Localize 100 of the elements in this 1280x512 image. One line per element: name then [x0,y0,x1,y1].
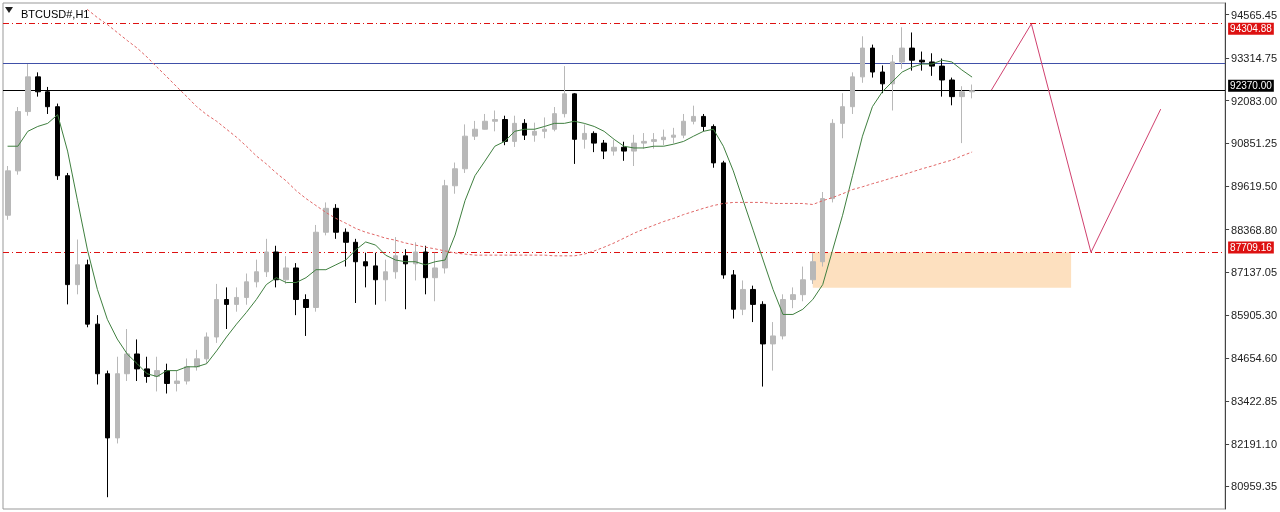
candlestick [760,300,766,388]
candlestick [273,245,279,288]
candlestick [373,252,378,306]
y-tick-label: 85905.30 [1231,308,1278,321]
candlestick [134,338,140,382]
y-tick-label: 90851.25 [1231,137,1278,150]
candlestick [621,141,627,162]
candlestick [790,286,796,309]
y-tick-label: 87137.05 [1231,266,1278,279]
candlestick [651,132,657,150]
candlestick [562,65,567,118]
candlestick [959,85,965,144]
candlestick [770,321,776,372]
candlestick [462,123,468,174]
candlestick [333,203,339,240]
candlestick [830,118,835,203]
candlestick [343,227,349,268]
candlestick [323,201,329,236]
candlestick [293,262,299,316]
candlestick [55,103,60,181]
candlestick [870,44,875,79]
line-series [991,23,1162,253]
candlestick [214,283,219,344]
candlestick [283,255,289,285]
candlestick [671,127,676,144]
candlestick [909,31,915,72]
chart-title: BTCUSD#,H1 [21,7,90,20]
candlestick [740,279,746,316]
candlestick [363,252,368,288]
candlestick [85,259,90,328]
candlestick [254,259,259,288]
candlestick [800,266,806,302]
candlestick [224,286,229,330]
candlestick [5,165,11,221]
ref-line-label: 92370.00 [1230,80,1273,92]
candlestick [522,118,527,141]
candlestick [681,113,686,139]
candlestick [15,106,21,176]
candlestick [105,370,110,498]
candlestick [850,71,855,115]
candlestick [432,252,438,302]
y-tick-label: 88368.80 [1231,223,1278,236]
candlestick [303,293,309,337]
candlestick [164,363,170,395]
candlestick [919,51,925,72]
y-tick-label: 93314.75 [1231,51,1278,64]
candlestick [383,259,388,302]
candlestick [840,92,845,139]
candlestick [234,286,239,313]
candlestick [810,252,816,285]
candlestick [661,129,666,146]
candlestick [393,236,398,280]
candlestick [721,160,726,280]
candlestick [313,224,319,313]
candlestick [442,179,448,275]
candlestick [890,54,895,112]
candlestick [472,120,478,141]
candlestick [403,248,408,310]
candlestick [691,105,696,125]
ref-line-label: 94304.88 [1230,23,1273,35]
candlestick [423,245,428,295]
candlestick [413,241,418,281]
candlestick [601,139,607,160]
candlestick [969,84,975,99]
candlestick [641,132,647,150]
candlestick [244,273,249,306]
ref-line-label: 87709.16 [1230,241,1273,253]
candlestick [452,162,458,195]
candlestick [820,191,825,268]
y-tick-label: 80959.35 [1231,480,1278,493]
y-tick-label: 83422.85 [1231,395,1278,408]
candlestick [582,123,587,150]
candlestick [124,328,130,382]
candlestick [552,106,557,132]
line-series [7,59,973,378]
candlestick [542,116,547,139]
y-tick-label: 82191.10 [1231,437,1278,450]
candlestick [532,122,537,143]
candlestick [75,239,80,295]
candlestick [899,26,905,70]
candlestick [264,238,269,278]
candlestick [95,314,100,385]
candlestick [174,370,180,392]
candlestick [65,172,70,305]
candlestick [780,293,786,340]
candlestick [353,238,358,304]
candlestick [731,269,736,320]
candlestick [750,285,756,323]
candlestick [711,123,716,169]
candlestick [184,357,190,385]
candlestick [860,35,865,84]
candlestick [115,356,120,444]
y-tick-label: 94565.45 [1231,8,1278,21]
candlestick [611,139,617,157]
candlestick [482,113,488,131]
y-tick-label: 84654.60 [1231,352,1278,365]
y-tick-label: 89619.50 [1231,180,1278,193]
candlestick [492,110,498,132]
candlestick [204,331,209,365]
y-tick-label: 92083.00 [1231,94,1278,107]
